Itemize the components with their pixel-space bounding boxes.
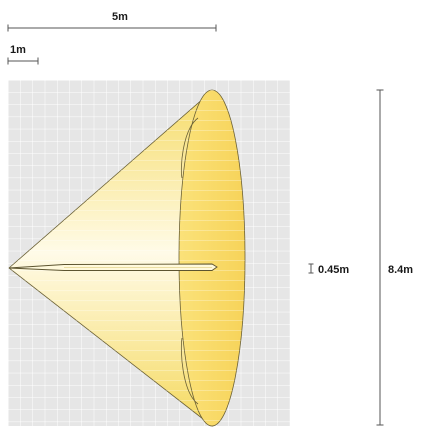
light-fixture (8, 263, 218, 271)
beam-length-label: 5m (112, 11, 128, 23)
fixture-height-label: 0.45m (318, 264, 349, 276)
beam-diameter-dimension: 8.4m (376, 89, 413, 426)
beam-diameter-label: 8.4m (388, 264, 413, 276)
light-beam (8, 89, 246, 427)
scale-unit-dimension: 1m (7, 44, 39, 65)
beam-inner-arc-top (180, 117, 199, 179)
fixture-height-dimension: 0.45m (308, 263, 349, 276)
beam-end-stripes (179, 90, 245, 426)
beam-length-dimension: 5m (7, 11, 217, 32)
beam-stripes (9, 91, 212, 426)
beam-inner-arc-bottom (180, 337, 199, 405)
scale-unit-label: 1m (10, 44, 26, 56)
